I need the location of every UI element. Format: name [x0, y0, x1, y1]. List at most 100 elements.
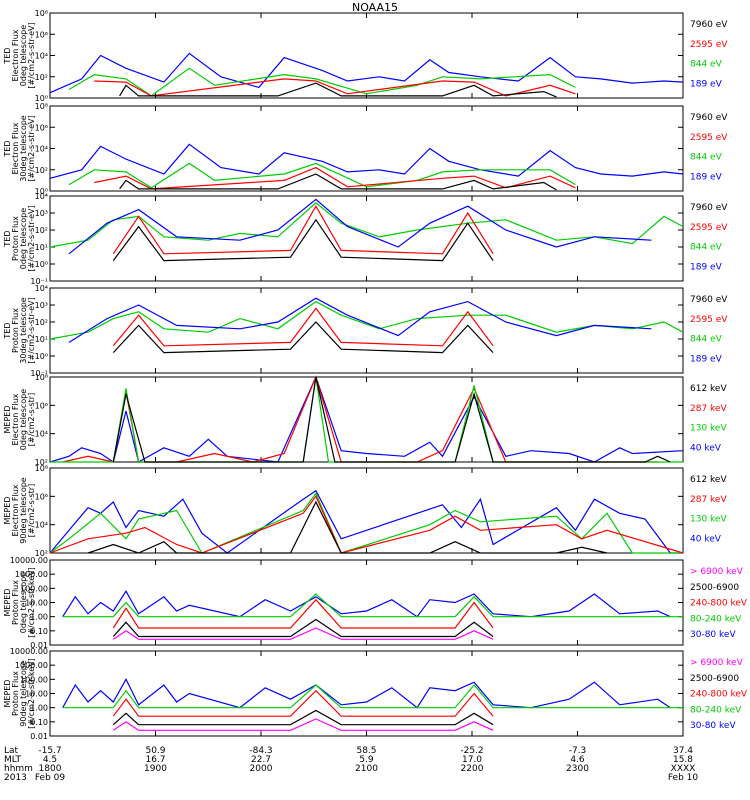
panel-8-ylabel: [#/cm2-s-str-keV] [27, 658, 36, 729]
panel-5-series-130-kev [50, 376, 683, 463]
panel-6-legend-label: 40 keV [690, 534, 722, 544]
panel-1-series-7960-ev [119, 82, 557, 98]
panel-1-frame [49, 12, 684, 99]
panel-8-legend-label: > 6900 keV [690, 658, 744, 668]
panel-8-ytick-label: 10000.00 [10, 647, 48, 656]
panel-4-ytick-label: 10⁻¹ [30, 369, 48, 378]
panel-4-ylabel: 30deg telescope [19, 297, 28, 364]
panel-5-ylabel: MEPED [3, 406, 12, 434]
panel-2-legend-label: 844 eV [690, 153, 723, 163]
panel-5-ylabel: Electron Flux [11, 393, 20, 445]
panel-7-ylabel: MEPED [3, 589, 12, 617]
panel-7-ytick-label: 10.00 [25, 599, 48, 608]
panel-1-ytick-label: 10⁶ [35, 30, 48, 39]
panel-8-legend-label: 80-240 keV [690, 705, 742, 715]
panel-2-series-844-ev [68, 162, 576, 189]
panel-3-legend-label: 844 eV [690, 243, 723, 253]
panel-1-ylabel: TED [3, 47, 12, 64]
panel-1-series-844-ev [68, 67, 576, 97]
panel-3-series-189-ev [68, 198, 652, 255]
panel-5-series-287-kev [62, 375, 658, 463]
panel-1-series-189-ev [49, 52, 684, 94]
panel-3-ylabel: TED [3, 230, 12, 247]
panel-1-ytick-label: 10⁸ [35, 9, 48, 18]
panel-3-ytick-label: 10⁴ [35, 192, 48, 201]
panel-4-ytick-label: 10⁰ [35, 352, 48, 361]
panel-5-legend-label: 612 keV [690, 384, 727, 394]
panel-2-legend-label: 2595 eV [690, 133, 728, 143]
panel-6-series-130-kev [49, 492, 683, 554]
panel-1-series-2595-ev [94, 78, 576, 97]
panel-3-legend-label: 7960 eV [690, 203, 728, 213]
panel-1-ylabel: 0deg telescope [19, 25, 28, 86]
panel-8-legend-label: 240-800 keV [690, 690, 748, 700]
panel-7-series-30-80-kev [62, 590, 671, 618]
panel-5-legend-label: 130 keV [690, 424, 727, 434]
panel-2-legend-label: 189 eV [690, 172, 723, 182]
panel-8-series-2500-6900 [112, 709, 494, 726]
panel-8-ytick-label: 0.01 [30, 732, 48, 741]
panel-8-series-30-80-kev [62, 678, 671, 709]
panel-3-ytick-label: 10² [35, 226, 48, 235]
panel-4-ytick-label: 10¹ [35, 335, 48, 344]
panel-5-ytick-label: 10⁸ [35, 373, 48, 382]
panel-2-ylabel: TED [3, 140, 12, 157]
panel-8-legend-label: 30-80 keV [690, 721, 736, 731]
panel-3-legend-label: 189 eV [690, 262, 723, 272]
panel-2-ylabel: Electron Flux [11, 122, 20, 174]
panel-6-ytick-label: 10⁶ [35, 492, 48, 501]
panel-3-ytick-label: 10⁰ [35, 260, 48, 269]
panel-6-ytick-label: 10⁸ [35, 464, 48, 473]
panel-7-ytick-label: 1.00 [30, 613, 48, 622]
panel-1-legend-label: 844 eV [690, 60, 723, 70]
panel-7-ylabel: [#/cm2-s-str-keV] [27, 567, 36, 638]
panel-7-legend-label: > 6900 keV [690, 567, 744, 577]
panel-8-ylabel: 90deg telescope [19, 660, 28, 727]
panel-6-series-612-kev [87, 500, 608, 554]
panel-2-series-189-ev [49, 143, 684, 179]
panel-8-series-240-800-kev [112, 689, 494, 717]
panel-7-frame [49, 559, 684, 646]
panel-4-series-189-ev [68, 297, 652, 343]
panel-5-ytick-label: 10⁴ [35, 430, 48, 439]
panel-2-ytick-label: 10⁸ [35, 102, 48, 111]
panel-4-series-844-ev [49, 300, 684, 340]
panel-7-series-2500-6900 [112, 618, 494, 638]
panel-8-series-80-240-kev [62, 684, 683, 709]
panel-2-series-2595-ev [94, 166, 576, 190]
panel-7-series-240-800-kev [112, 598, 494, 629]
panel-4-ylabel: [#/cm2-s-str-eV] [27, 297, 36, 363]
panel-6-ylabel: 90deg telescope [19, 477, 28, 544]
panel-2-ylabel: 30deg telescope [19, 115, 28, 182]
panel-4-frame [49, 287, 684, 374]
panel-7-ytick-label: 10000.00 [10, 556, 48, 565]
panel-2-ytick-label: 10⁴ [35, 145, 48, 154]
panel-6-ylabel: Electron Flux [11, 484, 20, 536]
panel-8-ytick-label: 1.00 [30, 704, 48, 713]
panel-3-ytick-label: 10¹ [35, 243, 48, 252]
panel-1-ylabel: [#/cm2-s-str-eV] [27, 22, 36, 88]
panel-1-ylabel: Electron Flux [11, 29, 20, 81]
panel-6-legend-label: 612 keV [690, 475, 727, 485]
panel-1-ytick-label: 10² [35, 73, 48, 82]
panel-7-ylabel: 0deg telescope [19, 572, 28, 633]
panel-1-ytick-label: 10⁰ [35, 94, 48, 103]
panel-6-ylabel: MEPED [3, 497, 12, 525]
panel-4-ylabel: Proton Flux [11, 308, 20, 353]
panel-7-ylabel: Proton Flux [11, 580, 20, 625]
panel-4-legend-label: 189 eV [690, 354, 723, 364]
panel-2-ytick-label: 10² [35, 166, 48, 175]
panel-7-legend-label: 30-80 keV [690, 630, 736, 640]
panel-5-series-40-kev [49, 375, 684, 463]
panel-3-ylabel: [#/cm2-s-str-eV] [27, 205, 36, 271]
panel-6-ytick-label: 10⁴ [35, 521, 48, 530]
panel-5-ylabel: [#/cm2-s-str] [27, 393, 36, 446]
panel-2-ytick-label: 10⁰ [35, 187, 48, 196]
panel-7-legend-label: 2500-6900 [690, 583, 739, 593]
panel-8-series--6900-kev [112, 718, 494, 731]
panel-7-legend-label: 80-240 keV [690, 614, 742, 624]
panel-1-legend-label: 189 eV [690, 79, 723, 89]
panel-3-series-7960-ev [112, 218, 494, 262]
panel-7-ytick-label: 1000.00 [15, 570, 48, 579]
